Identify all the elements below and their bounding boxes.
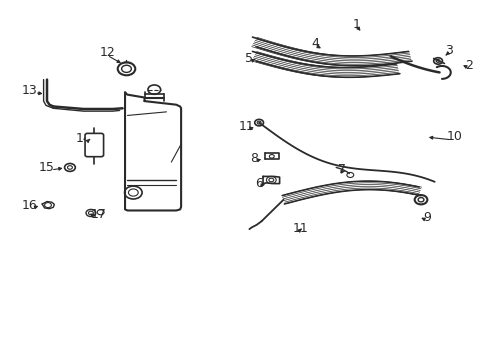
Text: 2: 2 xyxy=(464,59,472,72)
Text: 12: 12 xyxy=(100,46,116,59)
Text: 3: 3 xyxy=(445,44,452,57)
Text: 17: 17 xyxy=(90,208,106,221)
Text: 9: 9 xyxy=(423,211,430,224)
Text: 1: 1 xyxy=(352,18,360,31)
FancyBboxPatch shape xyxy=(85,134,103,157)
Text: 11: 11 xyxy=(239,120,254,133)
Text: 8: 8 xyxy=(250,152,258,165)
Text: 6: 6 xyxy=(255,177,263,190)
Text: 5: 5 xyxy=(245,51,253,64)
Text: 15: 15 xyxy=(39,161,55,174)
Text: 11: 11 xyxy=(292,222,308,235)
Text: 16: 16 xyxy=(22,199,38,212)
Text: 7: 7 xyxy=(337,163,346,176)
Text: 10: 10 xyxy=(446,130,461,144)
Text: 4: 4 xyxy=(311,37,319,50)
Text: 13: 13 xyxy=(22,84,38,97)
Text: 14: 14 xyxy=(76,132,91,145)
